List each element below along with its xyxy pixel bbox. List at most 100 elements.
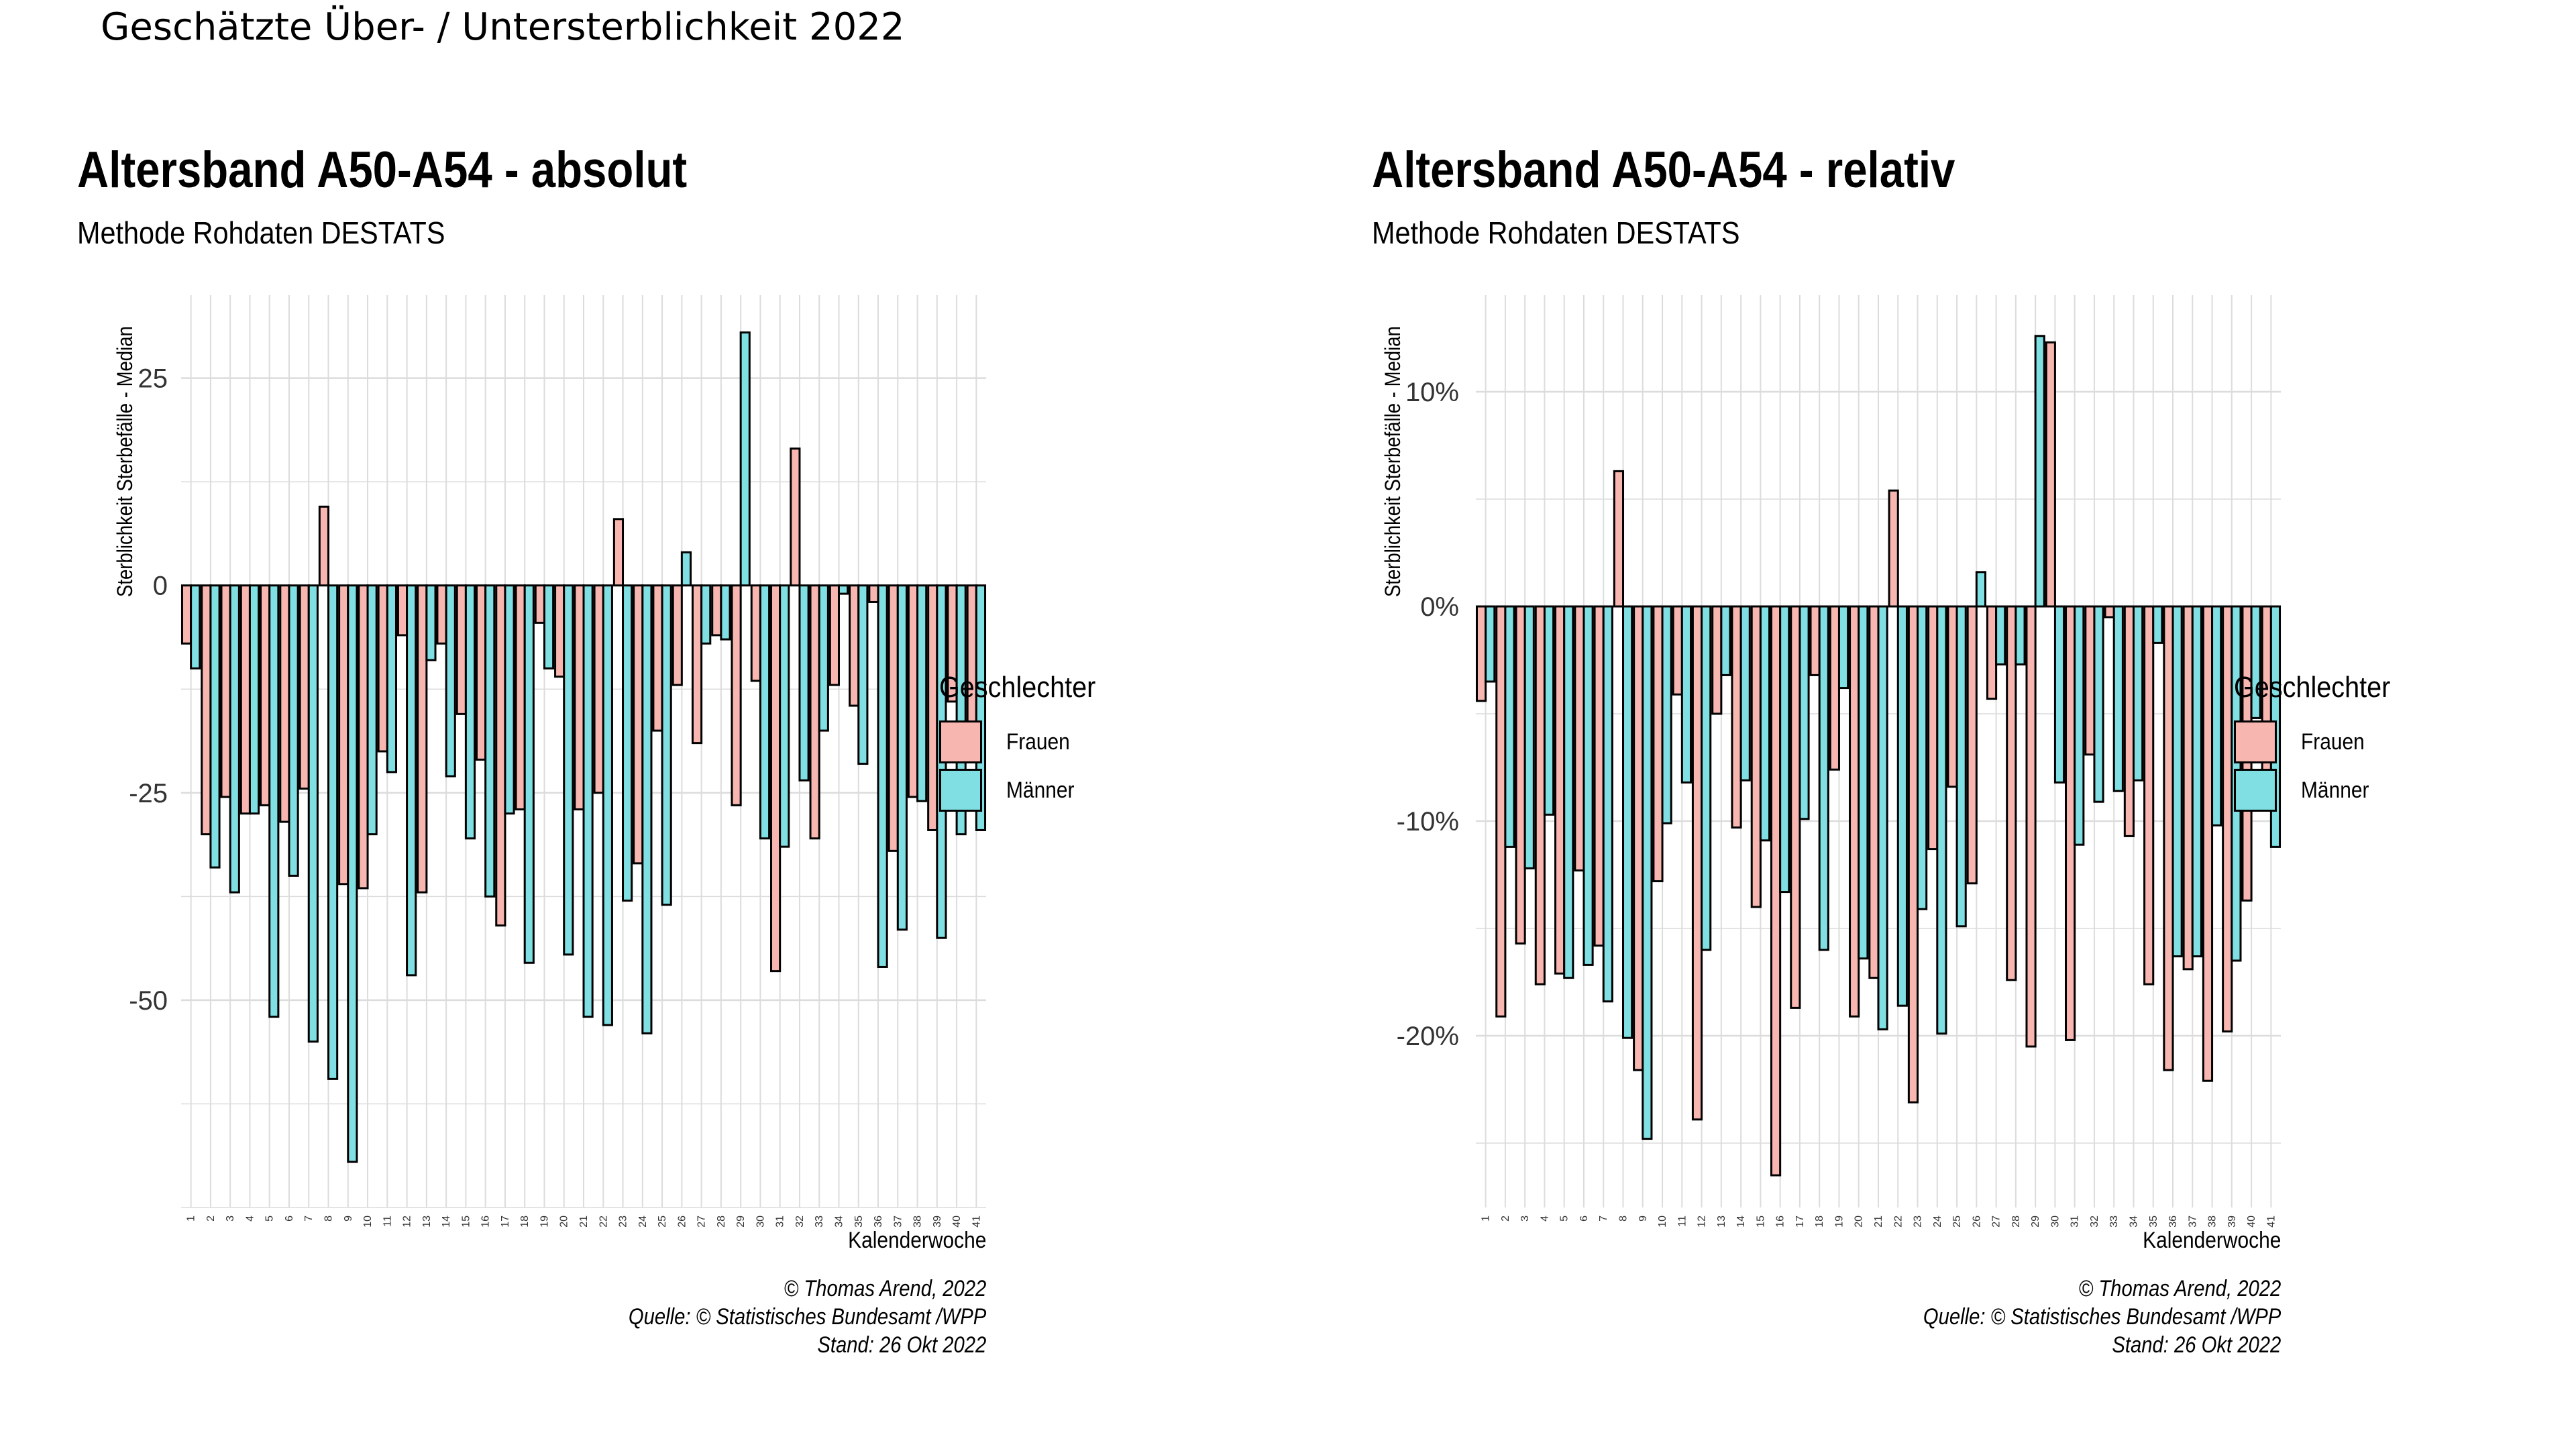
bar-maenner <box>700 584 712 645</box>
bar-maenner <box>1504 605 1515 848</box>
legend-swatch-maenner <box>939 769 982 812</box>
bar-maenner <box>2093 605 2104 803</box>
bar-frauen <box>2084 605 2096 756</box>
x-tick-label: 14 <box>1735 1216 1747 1228</box>
bar-frauen <box>1809 605 1821 676</box>
caption-author: © Thomas Arend, 2022 <box>2078 1276 2281 1301</box>
x-tick-label: 14 <box>441 1216 452 1228</box>
caption-source: Quelle: © Statistisches Bundesamt /WPP <box>628 1304 986 1330</box>
bar-frauen <box>1731 605 1742 829</box>
x-tick-label: 10 <box>362 1216 374 1228</box>
x-tick-label: 9 <box>343 1216 354 1222</box>
legend: Geschlechter Frauen Männer <box>2234 671 2408 814</box>
caption-author: © Thomas Arend, 2022 <box>784 1276 986 1301</box>
x-tick-label: 29 <box>735 1216 747 1228</box>
x-tick-label: 40 <box>2246 1216 2257 1228</box>
legend-item-frauen: Frauen <box>2234 718 2408 766</box>
bar-maenner <box>1661 605 1672 824</box>
x-tick-label: 23 <box>618 1216 629 1228</box>
x-tick-label: 18 <box>1814 1216 1825 1228</box>
bar-frauen <box>1691 605 1703 1121</box>
bar-maenner <box>1582 605 1594 966</box>
bar-frauen <box>338 584 350 885</box>
bar-maenner <box>190 584 201 669</box>
bar-frauen <box>672 584 683 686</box>
x-tick-label: 5 <box>1559 1216 1570 1222</box>
x-tick-label: 13 <box>1716 1216 1727 1228</box>
bar-frauen <box>201 584 212 836</box>
bar-frauen <box>1554 605 1566 975</box>
x-tick-label: 18 <box>519 1216 531 1228</box>
x-tick-label: 21 <box>578 1216 590 1228</box>
x-tick-label: 24 <box>1932 1216 1943 1228</box>
bar-frauen <box>1966 605 1978 885</box>
x-tick-label: 25 <box>1951 1216 1963 1228</box>
bar-frauen <box>1907 605 1919 1104</box>
bar-maenner <box>602 584 613 1026</box>
x-tick-label: 15 <box>1755 1216 1766 1228</box>
bar-maenner <box>2250 605 2261 719</box>
x-tick-label: 37 <box>892 1216 904 1228</box>
bar-maenner <box>720 584 731 641</box>
x-tick-label: 25 <box>657 1216 668 1228</box>
chart-panel-absolute: Altersband A50-A54 - absolut Methode Roh… <box>0 121 1241 1395</box>
legend-label-maenner: Männer <box>2301 777 2369 803</box>
bar-maenner <box>248 584 260 815</box>
bar-frauen <box>554 584 566 678</box>
bar-maenner <box>366 584 378 836</box>
bar-maenner <box>1485 605 1496 683</box>
bar-frauen <box>2222 605 2233 1033</box>
bar-frauen <box>633 584 644 865</box>
bar-maenner <box>1858 605 1869 960</box>
bar-maenner <box>837 584 849 595</box>
caption-date: Stand: 26 Okt 2022 <box>817 1332 986 1358</box>
bar-maenner <box>1896 605 1908 1007</box>
x-tick-label: 35 <box>2148 1216 2159 1228</box>
bar-maenner <box>406 584 417 977</box>
legend-label-maenner: Männer <box>1006 777 1075 803</box>
y-tick-label: -25 <box>129 779 168 808</box>
x-tick-label: 16 <box>480 1216 492 1228</box>
bar-maenner <box>464 584 476 840</box>
bar-frauen <box>396 584 409 637</box>
x-tick-label: 5 <box>264 1216 276 1222</box>
bar-maenner <box>1837 605 1849 690</box>
x-tick-label: 23 <box>1913 1216 1924 1228</box>
bar-frauen <box>770 584 782 973</box>
x-tick-label: 39 <box>932 1216 943 1228</box>
bar-maenner <box>2171 605 2183 958</box>
bar-frauen <box>2123 605 2135 837</box>
bar-frauen <box>691 584 703 745</box>
bar-frauen <box>1652 605 1664 883</box>
chart-subtitle: Methode Rohdaten DESTATS <box>77 215 445 250</box>
x-tick-label: 30 <box>2049 1216 2061 1228</box>
bar-frauen <box>849 584 860 707</box>
x-tick-label: 40 <box>951 1216 963 1228</box>
bar-frauen <box>612 518 625 587</box>
y-tick-label: 0% <box>1420 592 1459 622</box>
x-tick-label: 41 <box>2265 1216 2277 1228</box>
legend-item-frauen: Frauen <box>939 718 1113 766</box>
bar-maenner <box>425 584 437 661</box>
x-tick-label: 39 <box>2226 1216 2238 1228</box>
x-tick-label: 27 <box>696 1216 708 1228</box>
bar-maenner <box>582 584 594 1018</box>
x-tick-label: 33 <box>814 1216 825 1228</box>
bar-maenner <box>1995 605 2006 665</box>
x-tick-label: 6 <box>284 1216 295 1222</box>
bar-frauen <box>495 584 506 927</box>
bar-maenner <box>1701 605 1712 951</box>
bar-frauen <box>2006 605 2017 981</box>
bar-maenner <box>484 584 496 898</box>
x-tick-label: 12 <box>402 1216 413 1228</box>
bar-frauen <box>1495 605 1507 1018</box>
bar-maenner <box>779 584 790 848</box>
bar-frauen <box>1534 605 1546 985</box>
x-tick-label: 21 <box>1873 1216 1884 1228</box>
x-tick-label: 17 <box>1794 1216 1806 1228</box>
x-tick-label: 16 <box>1775 1216 1786 1228</box>
bar-frauen <box>828 584 840 686</box>
bar-frauen <box>2045 341 2056 608</box>
x-tick-label: 13 <box>421 1216 433 1228</box>
